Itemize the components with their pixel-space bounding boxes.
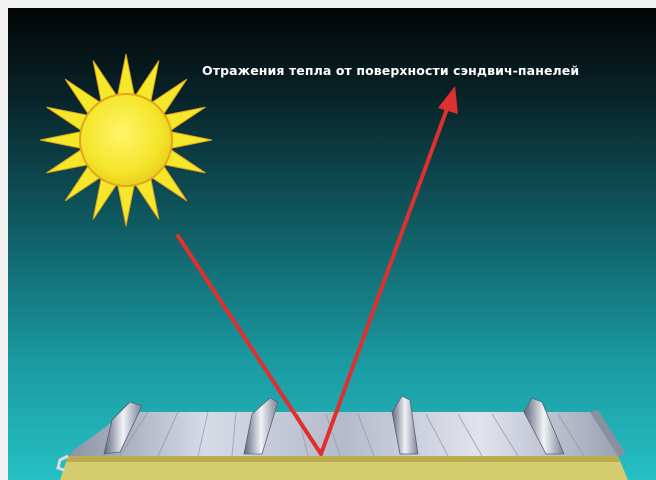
incident-heat-ray: [176, 234, 323, 456]
diagram-scene: Отражения тепла от поверхности сэндвич-п…: [8, 8, 656, 480]
heat-rays: [176, 86, 458, 456]
sun-icon: [39, 53, 213, 227]
reflected-heat-ray: [319, 104, 450, 456]
reflected-ray-arrowhead: [438, 86, 458, 114]
sky-background: [8, 8, 656, 480]
diagram-title: Отражения тепла от поверхности сэндвич-п…: [202, 63, 580, 78]
diagram-canvas: [8, 8, 656, 480]
panel-ribs: [103, 395, 565, 455]
sandwich-panel: [56, 395, 628, 480]
